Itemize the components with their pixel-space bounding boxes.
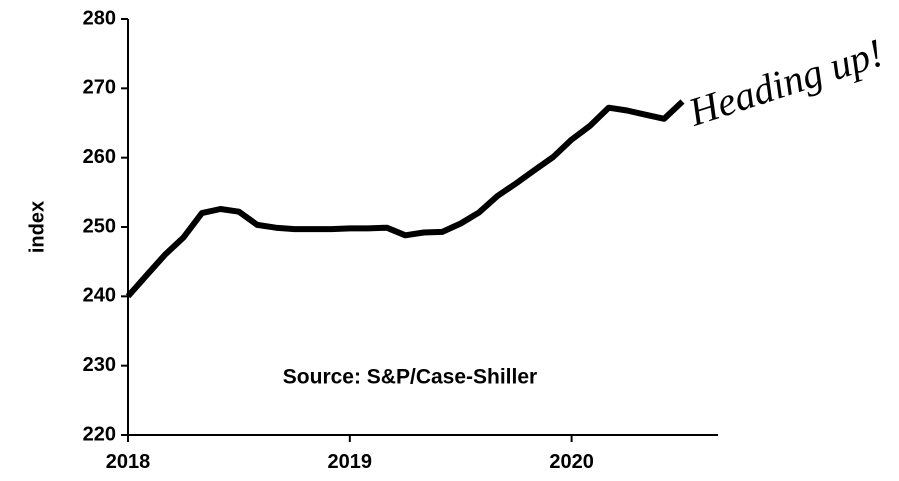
x-tick-label: 2020 [549,451,594,473]
y-tick-label: 250 [83,215,116,237]
y-tick-label: 280 [83,7,116,29]
data-line [125,99,685,299]
source-note: Source: S&P/Case-Shiller [283,366,537,389]
x-tick-label: 2018 [106,451,151,473]
y-tick-label: 230 [83,354,116,376]
x-tick-label: 2019 [328,451,373,473]
handwritten-note: Heading up! [682,30,888,135]
y-tick-label: 240 [83,285,116,307]
y-tick-label: 270 [83,77,116,99]
y-tick-label: 260 [83,146,116,168]
y-axis-label: index [26,201,48,253]
y-tick-label: 220 [83,423,116,445]
